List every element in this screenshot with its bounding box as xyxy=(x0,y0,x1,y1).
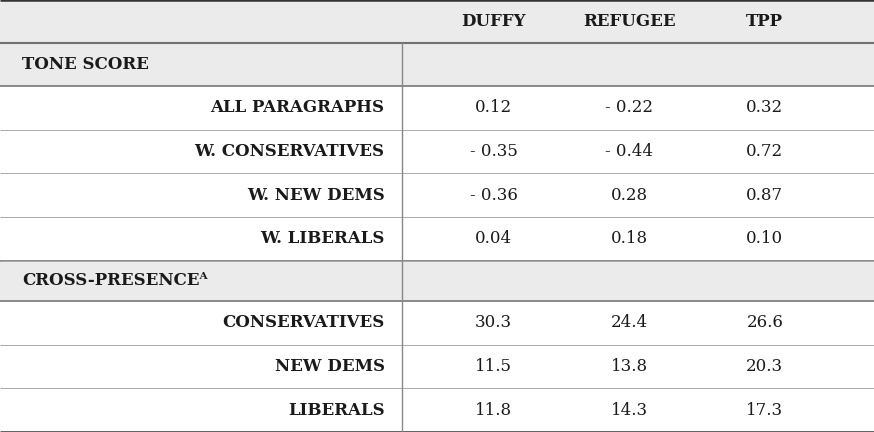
Text: 0.72: 0.72 xyxy=(746,143,783,160)
Text: 0.18: 0.18 xyxy=(611,230,648,247)
Text: 30.3: 30.3 xyxy=(475,314,512,331)
Text: 11.8: 11.8 xyxy=(475,402,512,419)
Bar xyxy=(0,260,874,301)
Bar xyxy=(0,0,874,43)
Text: 11.5: 11.5 xyxy=(475,358,512,375)
Text: 0.28: 0.28 xyxy=(611,187,648,204)
Text: - 0.35: - 0.35 xyxy=(470,143,517,160)
Text: 13.8: 13.8 xyxy=(611,358,648,375)
Text: CONSERVATIVES: CONSERVATIVES xyxy=(222,314,385,331)
Text: 0.87: 0.87 xyxy=(746,187,783,204)
Text: W. CONSERVATIVES: W. CONSERVATIVES xyxy=(195,143,385,160)
Bar xyxy=(0,130,874,173)
Text: 17.3: 17.3 xyxy=(746,402,783,419)
Bar xyxy=(0,217,874,260)
Text: NEW DEMS: NEW DEMS xyxy=(274,358,385,375)
Text: - 0.36: - 0.36 xyxy=(470,187,517,204)
Bar xyxy=(0,345,874,388)
Text: REFUGEE: REFUGEE xyxy=(583,13,676,30)
Bar xyxy=(0,301,874,345)
Text: W. LIBERALS: W. LIBERALS xyxy=(260,230,385,247)
Text: 0.12: 0.12 xyxy=(475,99,512,117)
Text: DUFFY: DUFFY xyxy=(461,13,526,30)
Text: 0.04: 0.04 xyxy=(475,230,512,247)
Bar xyxy=(0,173,874,217)
Text: W. NEW DEMS: W. NEW DEMS xyxy=(246,187,385,204)
Text: - 0.22: - 0.22 xyxy=(606,99,653,117)
Bar xyxy=(0,43,874,86)
Bar xyxy=(0,388,874,432)
Text: - 0.44: - 0.44 xyxy=(606,143,653,160)
Text: 14.3: 14.3 xyxy=(611,402,648,419)
Text: 0.10: 0.10 xyxy=(746,230,783,247)
Text: 24.4: 24.4 xyxy=(611,314,648,331)
Text: 26.6: 26.6 xyxy=(746,314,783,331)
Text: 20.3: 20.3 xyxy=(746,358,783,375)
Text: 0.32: 0.32 xyxy=(746,99,783,117)
Text: ALL PARAGRAPHS: ALL PARAGRAPHS xyxy=(211,99,385,117)
Text: CROSS-PRESENCEᴬ: CROSS-PRESENCEᴬ xyxy=(22,273,207,289)
Text: TONE SCORE: TONE SCORE xyxy=(22,56,149,73)
Text: TPP: TPP xyxy=(746,13,783,30)
Text: LIBERALS: LIBERALS xyxy=(288,402,385,419)
Bar xyxy=(0,86,874,130)
